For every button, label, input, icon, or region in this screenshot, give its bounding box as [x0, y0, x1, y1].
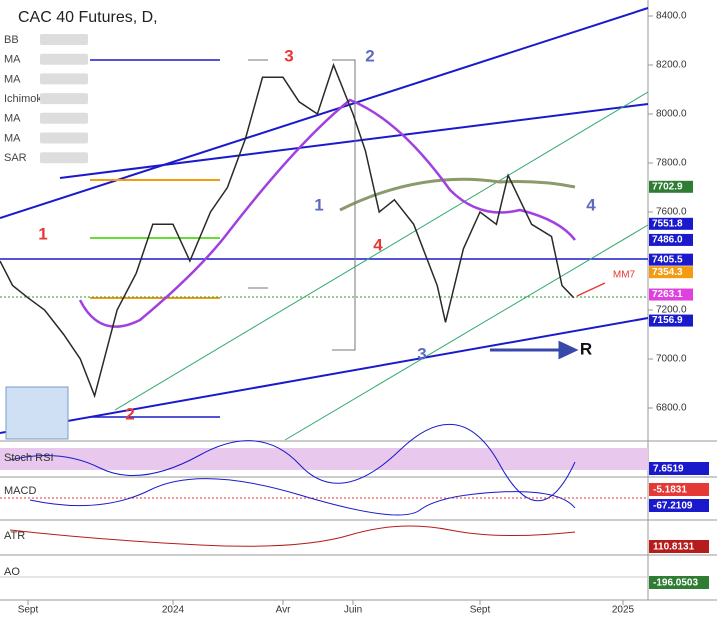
- indicator-icons: [40, 73, 88, 85]
- y-tick-label: 7600.0: [656, 207, 687, 218]
- macd-line: [29, 478, 576, 516]
- annotation: 4: [586, 195, 596, 214]
- annotation: 1: [314, 195, 323, 214]
- y-tick-label: 8000.0: [656, 109, 687, 120]
- price-label: 7702.9: [652, 181, 683, 192]
- y-tick-label: 8200.0: [656, 60, 687, 71]
- price-label: 7263.1: [652, 289, 683, 300]
- x-tick-label: Sept: [18, 605, 39, 616]
- price-label-box: [649, 253, 693, 266]
- x-tick-label: Avr: [276, 605, 291, 616]
- price-label-box: [649, 266, 693, 279]
- price-label-box: [649, 233, 693, 246]
- stoch-band: [0, 448, 648, 470]
- atr-line: [9, 525, 576, 547]
- indicator-icons: [40, 53, 88, 65]
- price-label: 7405.5: [652, 254, 683, 265]
- trendlines: [0, 7, 649, 434]
- price-label-box: [649, 217, 693, 230]
- indicator-icons: [40, 132, 88, 144]
- price-label-box: [649, 314, 693, 327]
- x-tick-label: Juin: [344, 605, 362, 616]
- indicator-name: BB: [4, 34, 19, 46]
- panel-value-box: [649, 499, 709, 512]
- panel-name: Stoch RSI: [4, 452, 54, 464]
- panel-value: -196.0503: [653, 578, 698, 589]
- panel-value: 110.8131: [653, 542, 695, 553]
- annotation: 3: [417, 344, 426, 363]
- annotation: R: [580, 339, 592, 358]
- indicator-name: SAR: [4, 152, 27, 164]
- x-tick-label: 2024: [162, 605, 185, 616]
- annotation: 2: [365, 46, 374, 65]
- price-label: 7486.0: [652, 235, 683, 246]
- y-tick-label: 7200.0: [656, 305, 687, 316]
- indicator-name: MA: [4, 132, 21, 144]
- panel-value-box: [649, 540, 709, 553]
- indicator-name: MA: [4, 54, 21, 66]
- price-label: 7354.3: [652, 267, 683, 278]
- x-tick-label: Sept: [470, 605, 491, 616]
- ma-long: [78, 98, 576, 328]
- panel-value-box: [649, 483, 709, 496]
- y-tick-label: 6800.0: [656, 403, 687, 414]
- y-tick-label: 8400.0: [656, 11, 687, 22]
- indicator-name: MA: [4, 113, 21, 125]
- y-tick-label: 7000.0: [656, 354, 687, 365]
- price-label-box: [649, 180, 693, 193]
- indicator-icons: [40, 152, 88, 164]
- panel-value-box: [649, 576, 709, 589]
- panel-name: AO: [4, 566, 20, 578]
- r-arrow: [490, 340, 579, 360]
- indicator-icons: [40, 93, 88, 105]
- levels: [90, 179, 220, 299]
- panel-name: ATR: [4, 530, 25, 542]
- panel-value: -5.1831: [653, 485, 687, 496]
- brackets: [248, 59, 356, 351]
- annotation: 3: [284, 46, 293, 65]
- panel-value: -67.2109: [653, 501, 693, 512]
- stoch-line: [9, 423, 576, 502]
- annotation: 1: [38, 224, 47, 243]
- panel-name: MACD: [4, 485, 36, 497]
- panel-value-box: [649, 462, 709, 475]
- annotation: 4: [373, 235, 383, 254]
- annotation: 2: [125, 404, 134, 423]
- mm7-arrow: [576, 282, 606, 297]
- annotation: MM7: [613, 270, 636, 281]
- channel: [114, 91, 649, 441]
- logo: [5, 386, 69, 440]
- ichimoku-cloud: [339, 177, 576, 212]
- price-label: 7551.8: [652, 218, 683, 229]
- indicator-name: Ichimoku: [4, 93, 48, 105]
- indicator-name: MA: [4, 73, 21, 85]
- y-tick-label: 7800.0: [656, 158, 687, 169]
- x-tick-label: 2025: [612, 605, 635, 616]
- price-label-box: [649, 288, 693, 301]
- price-label: 7156.9: [652, 315, 683, 326]
- price-line: [0, 62, 575, 399]
- chart-title: CAC 40 Futures, D,: [18, 9, 158, 26]
- panel-value: 7.6519: [653, 464, 684, 475]
- indicator-icons: [40, 112, 88, 124]
- indicator-icons: [40, 34, 88, 45]
